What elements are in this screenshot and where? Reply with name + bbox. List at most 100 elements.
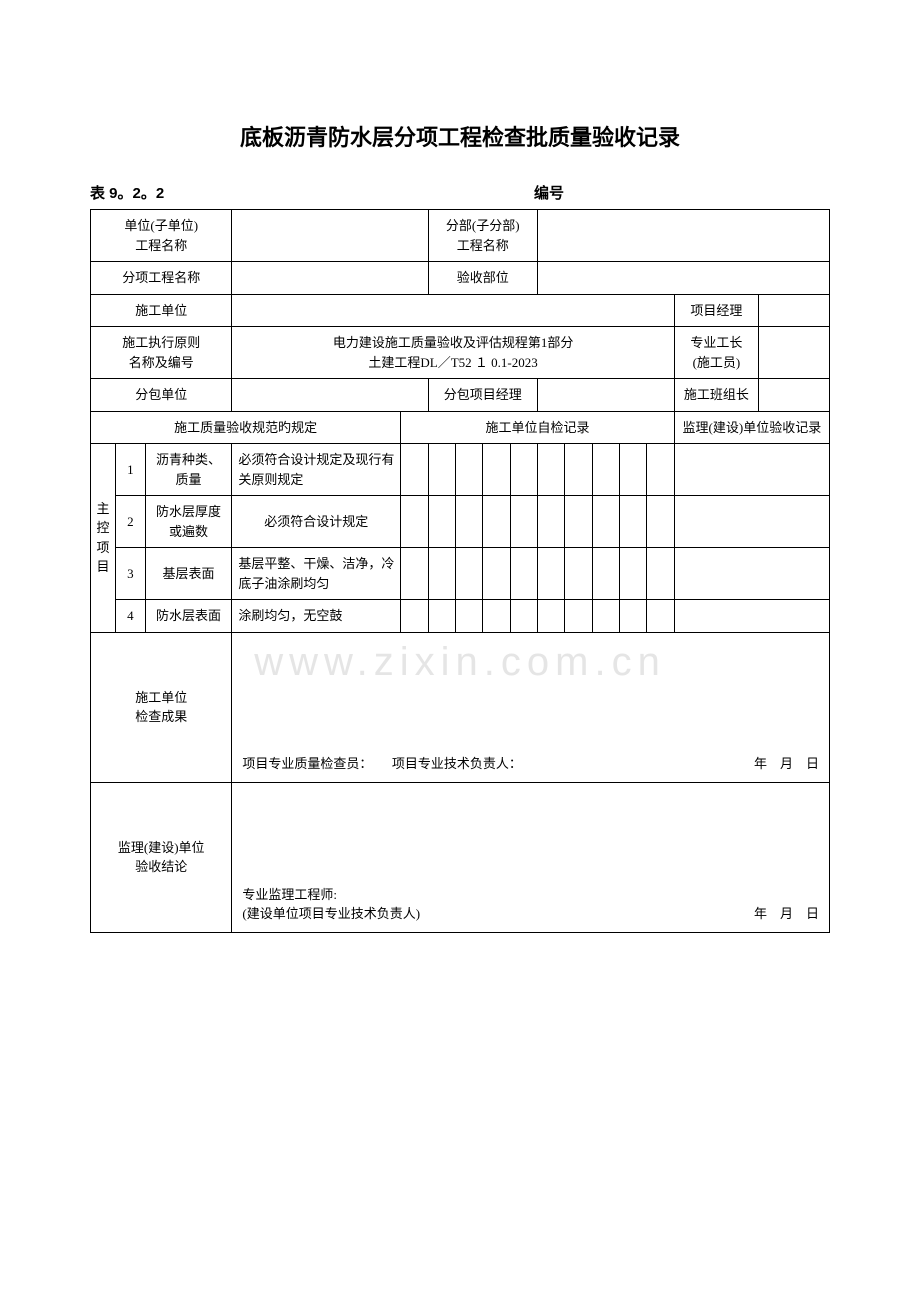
- row-name: 防水层表面: [145, 600, 232, 633]
- check-cell: [428, 496, 455, 548]
- row-no: 4: [116, 600, 146, 633]
- check-cell: [401, 600, 428, 633]
- date-month: 月: [780, 906, 793, 921]
- table-row: 分包单位 分包项目经理 施工班组长: [91, 379, 830, 412]
- unit-name-label: 单位(子单位) 工程名称: [91, 210, 232, 262]
- check-cell: [510, 496, 537, 548]
- check-cell: [565, 444, 592, 496]
- sig1-mid: 项目专业技术负责人：: [392, 756, 522, 771]
- row-req: 必须符合设计规定及现行有关原则规定: [232, 444, 401, 496]
- constr-unit-value: [232, 294, 674, 327]
- check-cell: [620, 444, 647, 496]
- sub-manager-label: 分包项目经理: [428, 379, 537, 412]
- spec-header: 施工质量验收规范旳规定: [91, 411, 401, 444]
- constr-result-label: 施工单位 检查成果: [91, 632, 232, 782]
- check-cell: [565, 496, 592, 548]
- supervise-cell: [674, 496, 829, 548]
- check-cell: [620, 548, 647, 600]
- row-req: 必须符合设计规定: [232, 496, 401, 548]
- table-row: 施工单位 项目经理: [91, 294, 830, 327]
- check-cell: [537, 496, 564, 548]
- branch-name-label: 分部(子分部) 工程名称: [428, 210, 537, 262]
- unit-name-value: [232, 210, 428, 262]
- check-cell: [455, 548, 482, 600]
- supervise-check-header: 监理(建设)单位验收记录: [674, 411, 829, 444]
- check-cell: [483, 496, 510, 548]
- standard-value: 电力建设施工质量验收及评估规程第1部分 土建工程DL／T52 １ 0.1-202…: [232, 327, 674, 379]
- supervise-cell: [674, 548, 829, 600]
- table-row: 施工单位 检查成果 项目专业质量检查员： 项目专业技术负责人： 年 月 日: [91, 632, 830, 782]
- table-row: 4 防水层表面 涂刷均匀，无空鼓: [91, 600, 830, 633]
- proj-manager-label: 项目经理: [674, 294, 758, 327]
- table-row: 监理(建设)单位 验收结论 专业监理工程师: (建设单位项目专业技术负责人) 年…: [91, 782, 830, 932]
- team-leader-label: 施工班组长: [674, 379, 758, 412]
- check-cell: [428, 548, 455, 600]
- check-cell: [537, 444, 564, 496]
- check-cell: [428, 444, 455, 496]
- check-cell: [592, 496, 619, 548]
- row-name: 基层表面: [145, 548, 232, 600]
- pro-foreman-label: 专业工长 (施工员): [674, 327, 758, 379]
- check-cell: [592, 600, 619, 633]
- table-number: 表 9。2。2: [90, 182, 534, 203]
- supervise-result-label: 监理(建设)单位 验收结论: [91, 782, 232, 932]
- check-cell: [647, 496, 674, 548]
- table-row: 施工执行原则 名称及编号 电力建设施工质量验收及评估规程第1部分 土建工程DL／…: [91, 327, 830, 379]
- date-month: 月: [780, 756, 793, 771]
- date-year: 年: [754, 906, 767, 921]
- check-cell: [565, 548, 592, 600]
- branch-name-value: [537, 210, 829, 262]
- row-name: 沥青种类、质量: [145, 444, 232, 496]
- check-cell: [565, 600, 592, 633]
- check-cell: [647, 548, 674, 600]
- sub-unit-label: 分包单位: [91, 379, 232, 412]
- check-cell: [455, 600, 482, 633]
- check-cell: [510, 548, 537, 600]
- check-cell: [510, 600, 537, 633]
- row-name: 防水层厚度或遍数: [145, 496, 232, 548]
- table-row: 3 基层表面 基层平整、干燥、洁净，冷底子油涂刷均匀: [91, 548, 830, 600]
- main-table: 单位(子单位) 工程名称 分部(子分部) 工程名称 分项工程名称 验收部位 施工…: [90, 209, 830, 933]
- standard-name-label: 施工执行原则 名称及编号: [91, 327, 232, 379]
- constr-unit-label: 施工单位: [91, 294, 232, 327]
- check-cell: [510, 444, 537, 496]
- sig2-line1: 专业监理工程师:: [242, 885, 819, 905]
- check-cell: [401, 444, 428, 496]
- check-cell: [647, 444, 674, 496]
- supervise-cell: [674, 444, 829, 496]
- accept-part-value: [537, 262, 829, 295]
- proj-manager-value: [759, 294, 830, 327]
- date-year: 年: [754, 756, 767, 771]
- sig2-line2: (建设单位项目专业技术负责人): [242, 904, 420, 924]
- row-no: 1: [116, 444, 146, 496]
- table-row: 施工质量验收规范旳规定 施工单位自检记录 监理(建设)单位验收记录: [91, 411, 830, 444]
- table-row: 主控项目 1 沥青种类、质量 必须符合设计规定及现行有关原则规定: [91, 444, 830, 496]
- check-cell: [537, 600, 564, 633]
- team-leader-value: [759, 379, 830, 412]
- check-cell: [620, 600, 647, 633]
- check-cell: [592, 548, 619, 600]
- constr-result-cell: 项目专业质量检查员： 项目专业技术负责人： 年 月 日: [232, 632, 830, 782]
- check-cell: [401, 548, 428, 600]
- check-cell: [455, 444, 482, 496]
- page-title: 底板沥青防水层分项工程检查批质量验收记录: [90, 120, 830, 152]
- check-cell: [483, 444, 510, 496]
- row-req: 涂刷均匀，无空鼓: [232, 600, 401, 633]
- date-day: 日: [806, 756, 819, 771]
- table-row: 2 防水层厚度或遍数 必须符合设计规定: [91, 496, 830, 548]
- check-cell: [483, 600, 510, 633]
- table-row: 分项工程名称 验收部位: [91, 262, 830, 295]
- check-cell: [455, 496, 482, 548]
- check-cell: [537, 548, 564, 600]
- check-cell: [592, 444, 619, 496]
- serial-label: 编号: [534, 182, 830, 203]
- sig1-left: 项目专业质量检查员：: [242, 756, 372, 771]
- check-cell: [483, 548, 510, 600]
- supervise-result-cell: 专业监理工程师: (建设单位项目专业技术负责人) 年 月 日: [232, 782, 830, 932]
- pro-foreman-value: [759, 327, 830, 379]
- sub-unit-value: [232, 379, 428, 412]
- supervise-cell: [674, 600, 829, 633]
- check-cell: [620, 496, 647, 548]
- row-req: 基层平整、干燥、洁净，冷底子油涂刷均匀: [232, 548, 401, 600]
- row-no: 2: [116, 496, 146, 548]
